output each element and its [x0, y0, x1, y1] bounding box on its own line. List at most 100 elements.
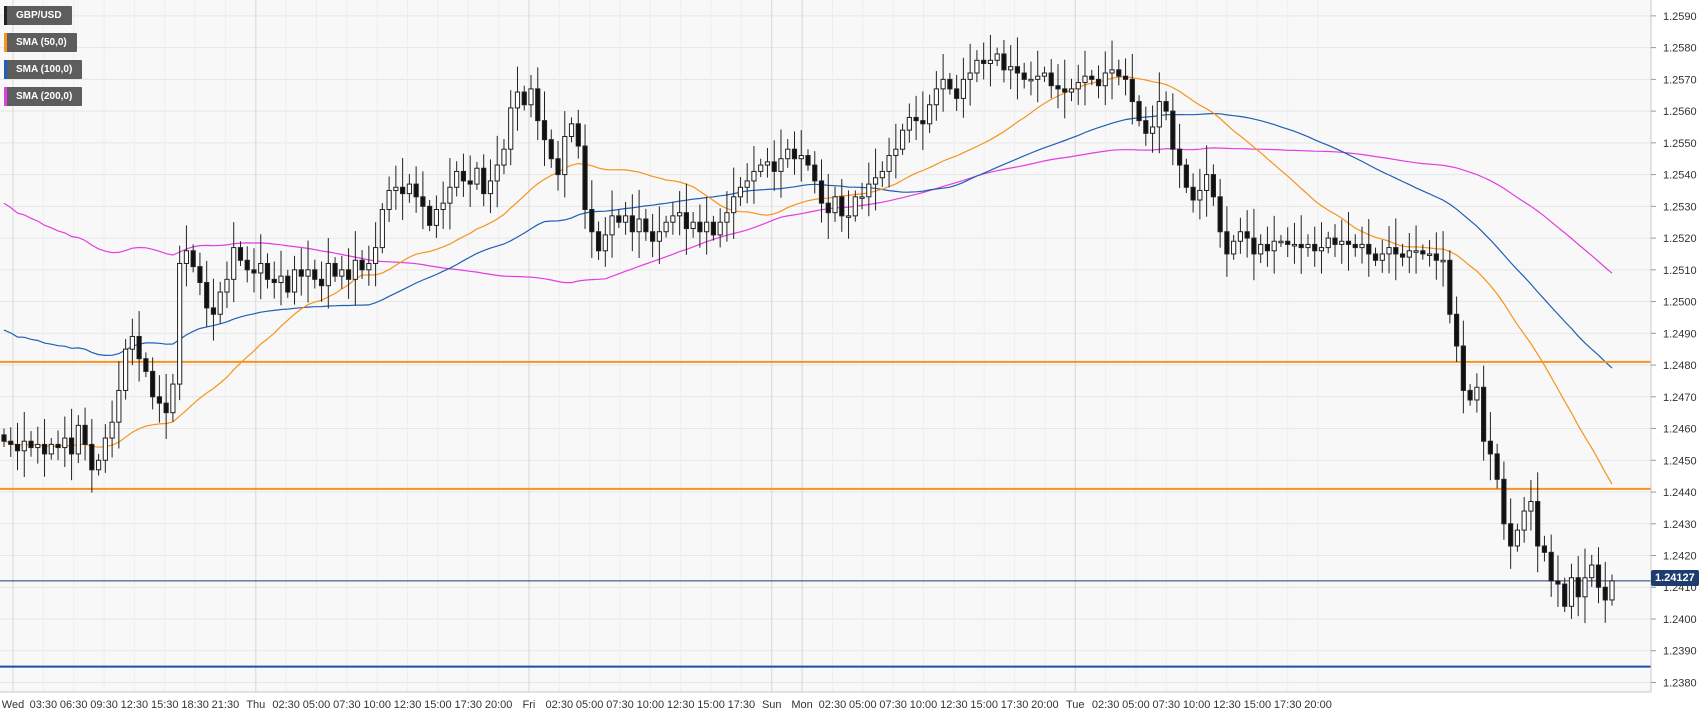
candle-body: [1197, 189, 1203, 201]
x-tick-label: 17:30: [728, 699, 756, 711]
candle-body: [1021, 72, 1027, 80]
x-tick-label: Wed: [2, 699, 24, 711]
x-tick-label: 20:00: [1031, 699, 1059, 711]
candle-body: [244, 259, 250, 271]
candle-body: [656, 231, 662, 242]
candle-body: [609, 215, 615, 236]
candle-body: [393, 186, 399, 191]
x-tick-label: 12:30: [121, 699, 149, 711]
x-tick-label: 12:30: [1213, 699, 1241, 711]
candle-body: [994, 53, 1000, 61]
candle-body: [1426, 253, 1433, 256]
candle-body: [737, 186, 744, 198]
y-tick-label: 1.2380: [1663, 677, 1697, 689]
x-tick-label: 15:00: [970, 699, 998, 711]
candle-body: [352, 259, 358, 280]
candle-body: [1102, 72, 1108, 87]
candle-body: [1163, 101, 1169, 112]
candle-body: [508, 107, 514, 150]
x-tick-label: 10:00: [363, 699, 391, 711]
candle-body: [481, 167, 487, 195]
candle-body: [825, 202, 831, 214]
candle-body: [535, 88, 541, 122]
candle-body: [1190, 186, 1196, 201]
candle-body: [744, 180, 750, 188]
candle-body: [62, 437, 68, 449]
candle-body: [1521, 510, 1527, 531]
candle-body: [305, 269, 311, 277]
x-tick-label: 10:00: [910, 699, 938, 711]
candle-body: [1413, 250, 1419, 253]
candle-body: [1271, 240, 1277, 252]
candle-body: [1555, 580, 1561, 585]
candle-body: [8, 440, 14, 445]
x-tick-label: 05:00: [303, 699, 331, 711]
legend-item-sma200[interactable]: SMA (200,0): [4, 87, 83, 106]
candle-body: [467, 180, 473, 185]
x-tick-label: 15:00: [424, 699, 452, 711]
candle-body: [562, 135, 568, 176]
candle-body: [1136, 101, 1142, 122]
x-tick-label: 07:30: [333, 699, 361, 711]
candle-body: [1285, 240, 1291, 245]
candle-body: [501, 148, 507, 166]
candle-body: [1568, 577, 1575, 607]
x-tick-label: 05:00: [1122, 699, 1150, 711]
candle-body: [406, 183, 412, 195]
candle-body: [906, 116, 912, 131]
candle-body: [899, 129, 906, 150]
candle-body: [1298, 243, 1304, 249]
sma-50-series: [3, 76, 1613, 485]
candle-body: [886, 155, 892, 172]
candle-body: [217, 291, 223, 315]
candle-body: [663, 221, 669, 233]
candle-body: [1399, 253, 1406, 258]
candle-body: [163, 402, 169, 414]
candle-body: [197, 266, 203, 284]
candle-body: [805, 155, 811, 166]
candle-body: [177, 262, 183, 385]
x-tick-label: Thu: [246, 699, 265, 711]
candle-body: [872, 177, 879, 185]
y-tick-label: 1.2590: [1663, 11, 1697, 23]
candle-body: [582, 145, 588, 211]
y-tick-label: 1.2470: [1663, 392, 1697, 404]
candle-body: [312, 269, 318, 280]
y-tick-label: 1.2560: [1663, 106, 1697, 118]
candle-body: [143, 358, 149, 372]
candle-body: [717, 221, 723, 236]
candle-body: [764, 161, 771, 166]
candle-body: [845, 215, 852, 218]
candle-body: [1082, 75, 1088, 84]
candle-body: [866, 183, 872, 198]
legend-item-gbpusd[interactable]: GBP/USD: [4, 6, 72, 25]
candle-body: [204, 282, 210, 309]
y-tick-label: 1.2430: [1663, 519, 1697, 531]
candle-body: [366, 262, 372, 271]
candle-body: [981, 59, 987, 64]
x-tick-label: 15:00: [1244, 699, 1272, 711]
candle-body: [1156, 101, 1162, 128]
candle-body: [1562, 583, 1568, 607]
candle-body: [514, 91, 521, 109]
sma-100-series: [3, 112, 1613, 369]
candle-body: [1440, 259, 1446, 263]
x-tick-label: 05:00: [576, 699, 604, 711]
candle-body: [1420, 250, 1426, 255]
candle-body: [589, 209, 595, 233]
candle-body: [278, 275, 284, 284]
legend-item-sma100[interactable]: SMA (100,0): [4, 60, 83, 79]
candle-body: [1474, 386, 1480, 401]
y-tick-label: 1.2390: [1663, 646, 1697, 658]
candle-body: [758, 164, 764, 172]
candle-body: [251, 269, 257, 274]
legend-item-sma50[interactable]: SMA (50,0): [4, 33, 77, 52]
legend-swatch-gbpusd: [4, 6, 7, 25]
candle-body: [1, 434, 7, 442]
candle-body: [852, 196, 858, 217]
candle-body: [1460, 345, 1466, 391]
candle-body: [190, 250, 196, 268]
x-tick-label: 20:00: [485, 699, 513, 711]
candle-body: [1508, 523, 1514, 547]
candle-body: [339, 269, 345, 277]
